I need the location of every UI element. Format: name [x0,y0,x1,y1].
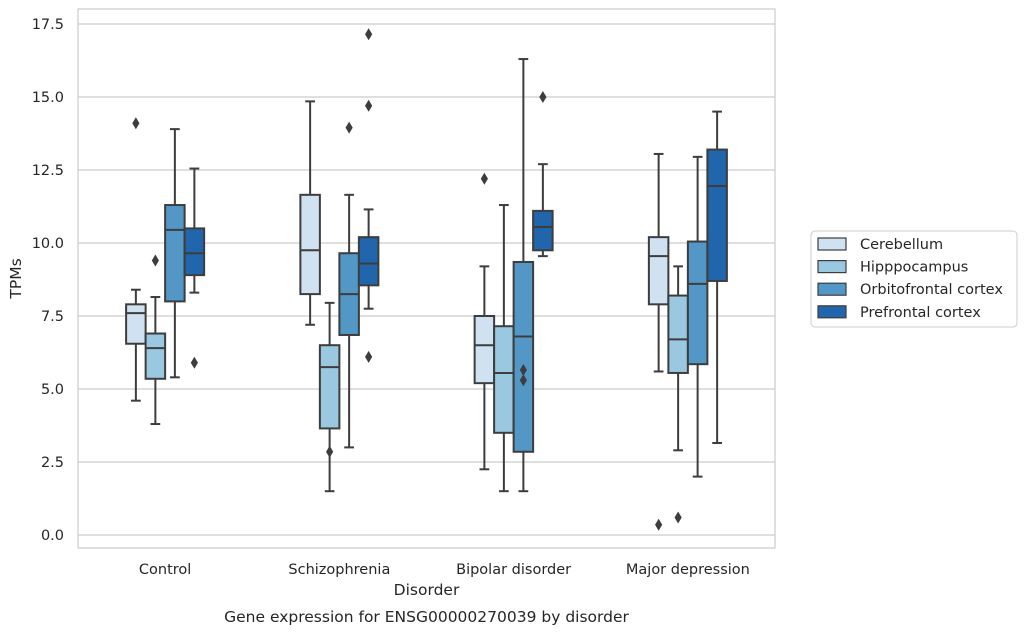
outlier-point [345,121,353,134]
outlier-point [151,254,159,267]
x-tick-label: Control [139,562,191,578]
legend-swatch [817,237,847,251]
box [299,193,321,296]
y-tick-label: 0.0 [41,528,64,544]
plot-frame [77,8,776,549]
box-orbitofrontal-cortex [512,58,535,493]
box-cerebellum [647,152,670,531]
outlier-point [480,172,488,185]
box-hipppocampus [144,254,167,426]
box [318,344,341,430]
legend-swatch [817,282,847,296]
box-cerebellum [125,117,147,402]
box-orbitofrontal-cortex [686,155,709,478]
box-cerebellum [299,100,321,326]
box [125,303,147,345]
outlier-point [190,356,198,369]
box-hipppocampus [318,301,341,493]
y-tick-label: 5.0 [41,382,64,398]
box [473,315,496,385]
legend-swatch [817,260,847,274]
legend-frame [810,230,1018,328]
y-tick-label: 12.5 [32,163,64,179]
box [667,294,689,374]
box-orbitofrontal-cortex [338,121,360,449]
outlier-point [326,445,334,458]
box-hipppocampus [493,204,515,493]
chart-caption: Gene expression for ENSG00000270039 by d… [224,608,629,626]
outlier-point [365,28,373,41]
legend-label: Hipppocampus [860,260,968,276]
outlier-point [132,117,140,130]
outlier-point [674,511,682,524]
box-hipppocampus [667,265,689,524]
x-tick-label: Major depression [626,562,750,578]
y-tick-label: 2.5 [41,455,64,471]
legend-label: Prefrontal cortex [860,305,981,321]
x-tick-label: Bipolar disorder [456,562,571,578]
x-tick-label: Schizophrenia [288,562,390,578]
legend-swatch [817,305,847,319]
legend-label: Cerebellum [860,237,943,253]
y-axis-title: TPMs [7,258,25,299]
box-prefrontal-cortex [357,28,380,363]
box [512,260,535,453]
y-tick-label: 7.5 [41,309,64,325]
box-prefrontal-cortex [183,167,206,369]
outlier-point [519,374,527,387]
box [706,148,728,282]
outlier-point [519,364,527,377]
x-axis-title: Disorder [394,581,460,599]
box [493,325,515,434]
box [647,236,670,306]
box-prefrontal-cortex [706,110,728,445]
box [532,209,554,252]
y-tick-label: 17.5 [32,17,64,33]
x-tick-labels: Control Schizophrenia Bipolar disorder Majo… [139,562,750,578]
box [144,332,167,380]
box [357,236,380,287]
y-tick-label: 15.0 [32,90,64,106]
outlier-point [365,99,373,112]
box [686,240,709,366]
y-tick-labels: 0.0 2.5 5.0 7.5 10.0 12.5 15.0 17.5 [32,17,64,544]
box-layer [125,28,728,531]
y-tick-label: 10.0 [32,236,64,252]
legend-label: Orbitofrontal cortex [860,282,1003,298]
outlier-point [365,350,373,363]
box-prefrontal-cortex [532,91,554,258]
box-orbitofrontal-cortex [164,128,186,379]
outlier-point [539,91,547,103]
legend: Cerebellum Hipppocampus Orbitofrontal cort… [810,230,1018,328]
outlier-point [655,518,663,531]
box [164,204,186,303]
box-cerebellum [473,172,496,471]
box [183,227,206,277]
